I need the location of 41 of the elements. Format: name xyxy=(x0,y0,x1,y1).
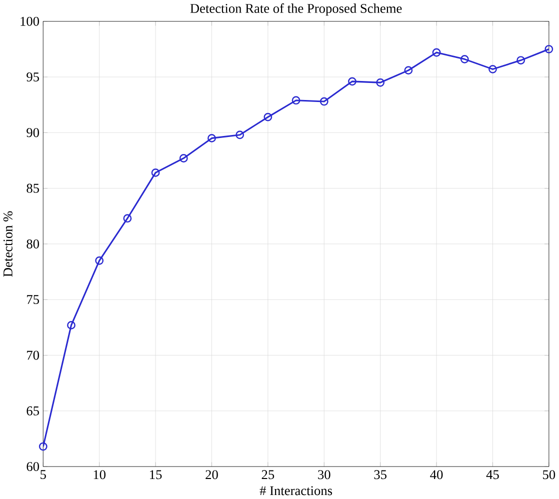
point xyxy=(151,168,160,178)
y-tick-label: 75 xyxy=(27,295,39,304)
point xyxy=(208,134,216,143)
point xyxy=(376,78,385,87)
point xyxy=(179,154,188,163)
point xyxy=(38,442,48,451)
x-tick-label: 20 xyxy=(206,470,218,480)
y-axis-title: Detection % xyxy=(3,211,12,277)
x-tick-label: 35 xyxy=(374,470,386,480)
x-tick-label: 10 xyxy=(94,470,106,480)
point xyxy=(488,65,497,74)
y-tick-label: 70 xyxy=(27,350,40,360)
point xyxy=(404,66,413,75)
x-tick-label: 45 xyxy=(486,470,499,480)
y-tick-label: 95 xyxy=(26,72,39,82)
point xyxy=(348,77,356,86)
point xyxy=(95,256,104,266)
point xyxy=(292,96,300,105)
point xyxy=(123,214,132,223)
x-tick-label: 15 xyxy=(150,470,162,480)
point xyxy=(460,55,469,64)
x-tick-label: 5 xyxy=(40,470,46,480)
y-tick-label: 65 xyxy=(26,406,39,416)
point xyxy=(67,321,76,330)
x-tick-label: 30 xyxy=(318,470,330,480)
point xyxy=(264,113,272,122)
y-tick-label: 85 xyxy=(26,184,39,193)
y-tick-label: 60 xyxy=(26,462,40,472)
y-tick-label: 90 xyxy=(26,128,40,138)
point xyxy=(320,97,328,106)
y-tick-label: 100 xyxy=(20,17,40,26)
point xyxy=(432,48,441,57)
x-tick-label: 25 xyxy=(262,470,274,480)
chart-title: Detection Rate of the Proposed Scheme xyxy=(190,4,402,16)
point xyxy=(544,45,554,54)
x-tick-label: 50 xyxy=(543,470,556,480)
point xyxy=(516,56,526,65)
x-axis-title: # Interactions xyxy=(260,486,332,496)
point xyxy=(236,130,244,140)
y-tick-label: 80 xyxy=(26,240,40,249)
x-tick-label: 40 xyxy=(430,470,443,480)
